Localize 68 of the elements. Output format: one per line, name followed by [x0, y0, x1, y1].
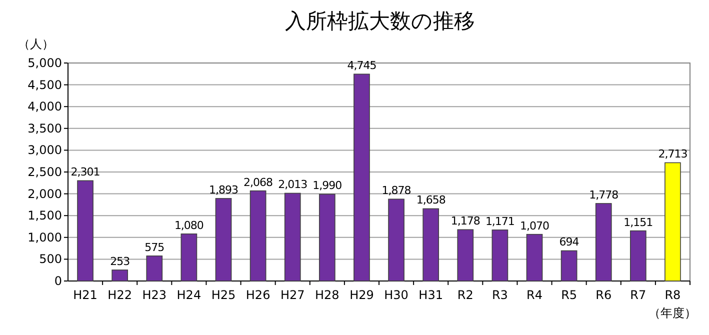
- data-label: 2,013: [278, 178, 308, 192]
- bar: [630, 230, 646, 282]
- x-tick-label: H21: [73, 288, 98, 302]
- y-tick-label: 1,000: [28, 230, 62, 244]
- y-tick-label: 3,500: [28, 121, 62, 136]
- bar: [284, 192, 301, 282]
- bar: [354, 74, 370, 282]
- x-tick-label: R6: [596, 288, 612, 302]
- y-tick-label: 5,000: [28, 56, 62, 70]
- data-label: 694: [559, 236, 580, 249]
- bar: [526, 234, 543, 282]
- x-tick-label: H31: [418, 288, 443, 302]
- y-tick-label: 3,000: [28, 143, 62, 158]
- x-tick-label: H27: [280, 288, 305, 302]
- bar: [318, 194, 336, 282]
- data-label: 2,301: [70, 166, 100, 179]
- bar: [457, 229, 474, 282]
- data-label: 1,658: [416, 194, 446, 207]
- data-label: 1,178: [450, 214, 480, 228]
- y-tick-label: 2,000: [28, 186, 62, 201]
- x-tick-label: H28: [315, 288, 340, 302]
- bar: [146, 256, 163, 282]
- y-tick-label: 500: [39, 252, 62, 266]
- data-label: 2,713: [658, 148, 688, 161]
- y-axis-title: （人）: [18, 37, 54, 51]
- bar: [388, 198, 404, 282]
- data-label: 1,080: [174, 218, 204, 232]
- data-label: 1,778: [589, 188, 619, 202]
- x-tick-label: H24: [176, 288, 202, 302]
- x-tick-label: R4: [526, 288, 542, 302]
- x-axis-title: （年度）: [648, 306, 697, 320]
- data-label: 1,878: [382, 184, 412, 198]
- x-tick-label: H22: [108, 288, 132, 302]
- x-tick-label: R2: [457, 288, 474, 302]
- data-label: 4,745: [347, 59, 377, 72]
- x-tick-label: H23: [142, 288, 167, 302]
- data-label: 1,990: [312, 179, 342, 192]
- data-label: 2,068: [244, 176, 274, 189]
- data-label: 1,070: [520, 219, 550, 232]
- x-tick-label: R7: [630, 288, 646, 302]
- chart-title: 入所枠拡大数の推移: [285, 9, 475, 33]
- y-tick-label: 2,500: [28, 165, 62, 179]
- bar: [215, 198, 232, 282]
- x-tick-label: H29: [350, 288, 374, 302]
- y-tick-label: 1,500: [28, 208, 62, 223]
- data-label: 1,171: [485, 214, 514, 228]
- bar: [180, 234, 198, 282]
- x-tick-label: R5: [561, 288, 578, 302]
- bar: [664, 162, 681, 282]
- bar: [595, 203, 612, 282]
- x-tick-label: H25: [211, 288, 236, 302]
- data-label: 575: [144, 240, 165, 254]
- bar: [112, 270, 128, 282]
- bar: [492, 230, 508, 282]
- x-tick-label: H30: [384, 288, 408, 302]
- y-tick-label: 0: [54, 274, 62, 288]
- y-tick-label: 4,500: [28, 78, 62, 92]
- x-tick-label: R8: [664, 288, 681, 302]
- bar: [422, 208, 440, 282]
- bar: [250, 190, 266, 282]
- data-label: 253: [110, 254, 130, 268]
- x-tick-label: H26: [246, 288, 270, 302]
- x-tick-label: R3: [492, 288, 508, 302]
- y-tick-label: 4,000: [28, 100, 62, 114]
- data-label: 1,893: [209, 183, 238, 196]
- data-label: 1,151: [624, 216, 653, 229]
- bar: [77, 180, 94, 282]
- bar: [560, 250, 578, 282]
